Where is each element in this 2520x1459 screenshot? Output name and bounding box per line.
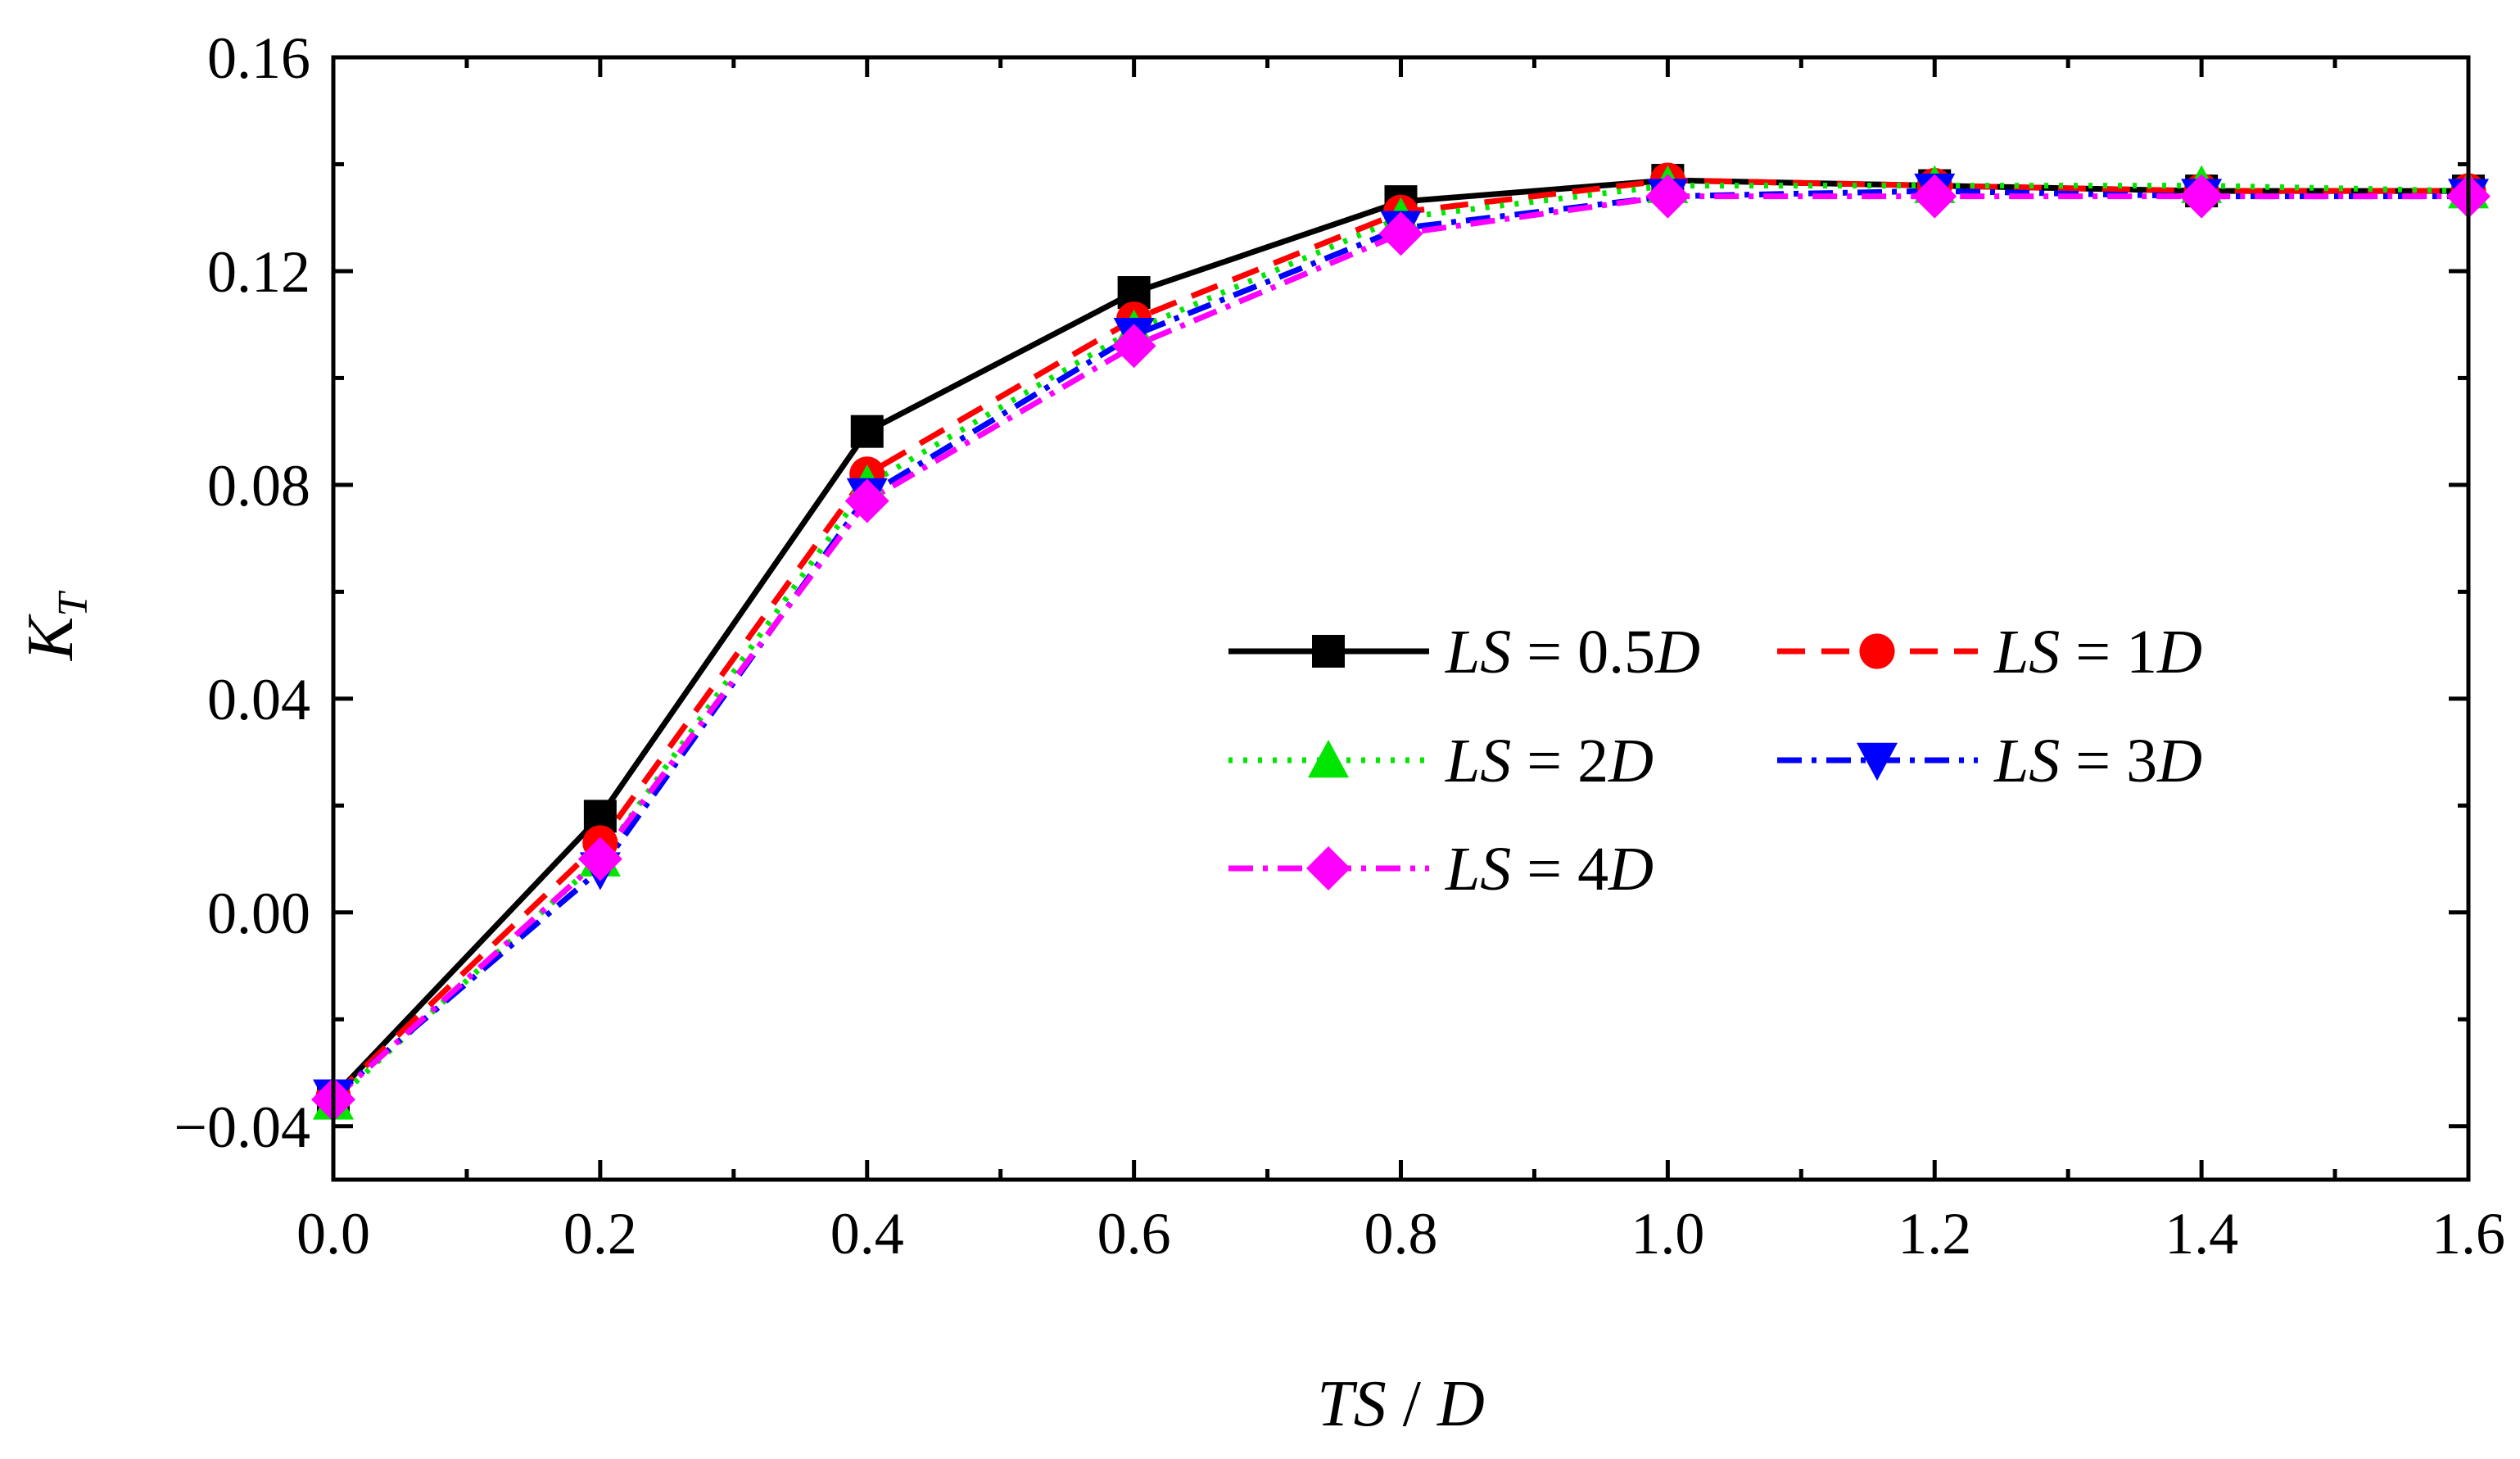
y-tick-label: 0.12 <box>207 239 310 305</box>
series-5-point <box>844 478 889 523</box>
x-tick-label: 0.2 <box>563 1201 637 1266</box>
x-tick-label: 1.6 <box>2432 1201 2505 1266</box>
series-line-5 <box>331 193 2468 1102</box>
series-5-point <box>1378 211 1423 256</box>
legend-label-5: LS = 4D <box>1445 835 1654 904</box>
x-tick-label: 0.4 <box>830 1201 904 1266</box>
x-tick-label: 0.0 <box>296 1201 370 1266</box>
y-tick-label: −0.04 <box>174 1094 310 1160</box>
y-axis-label: KT <box>15 591 97 661</box>
legend-marker-1 <box>1312 635 1345 668</box>
legend-marker-4 <box>1857 742 1898 781</box>
plot-marks <box>311 162 2491 1122</box>
y-tick-label: 0.08 <box>207 453 310 519</box>
legend-label-2: LS = 1D <box>1993 618 2202 686</box>
series-1-point <box>850 415 884 448</box>
x-tick-label: 1.4 <box>2165 1201 2238 1266</box>
legend: LS = 0.5D LS = 1D LS = 2D LS = 3D LS = 4D <box>1228 618 2202 904</box>
x-axis-label: TS / D <box>1317 1368 1485 1440</box>
x-tick-label: 0.8 <box>1364 1201 1438 1266</box>
y-tick-label: 0.00 <box>207 881 310 946</box>
series-5-point <box>1645 174 1690 219</box>
series-5-point <box>577 836 622 881</box>
legend-marker-5 <box>1306 846 1350 890</box>
x-tick-label: 0.6 <box>1097 1201 1171 1266</box>
axis-labels: TS / D KT <box>15 591 1485 1440</box>
y-tick-label: 0.16 <box>207 25 310 91</box>
legend-label-3: LS = 2D <box>1445 727 1654 795</box>
series-5-point <box>1912 174 1957 219</box>
x-tick-label: 1.0 <box>1631 1201 1704 1266</box>
series-5-point <box>2179 174 2224 219</box>
legend-marker-2 <box>1859 633 1895 669</box>
x-tick-label: 1.2 <box>1898 1201 1971 1266</box>
axis-ticks: 0.0 0.2 0.4 0.6 0.8 1.0 1.2 1.4 1.6 −0.04 0.00 0.04… <box>174 25 2505 1266</box>
series-5-point <box>1111 324 1156 369</box>
legend-label-1: LS = 0.5D <box>1445 618 1700 686</box>
legend-label-4: LS = 3D <box>1993 727 2202 795</box>
legend-marker-3 <box>1308 740 1349 778</box>
y-tick-label: 0.04 <box>207 667 310 732</box>
